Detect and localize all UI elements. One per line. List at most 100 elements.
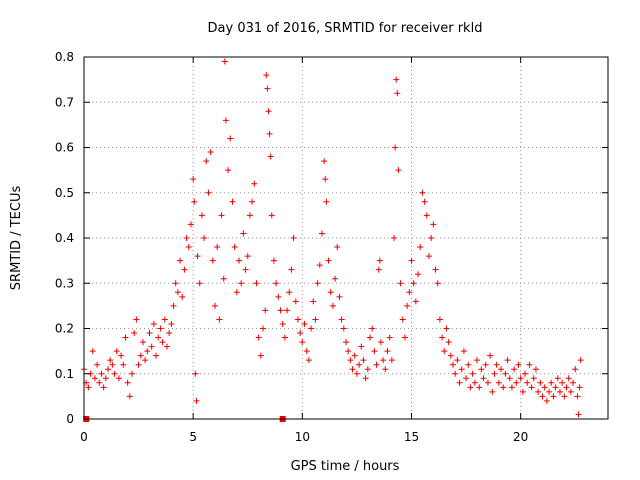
data-point <box>345 348 352 355</box>
plus-marker <box>221 58 228 65</box>
plus-marker <box>406 289 413 296</box>
plus-marker <box>255 334 262 341</box>
plus-marker <box>575 411 582 418</box>
y-tick-label: 0.1 <box>55 367 74 381</box>
data-point <box>419 189 426 196</box>
data-point <box>467 384 474 391</box>
data-point <box>369 325 376 332</box>
plus-marker <box>312 316 319 323</box>
plus-marker <box>334 244 341 251</box>
plus-marker <box>222 117 229 124</box>
data-point <box>214 244 221 251</box>
plus-marker <box>281 334 288 341</box>
plus-marker <box>203 158 210 165</box>
plus-marker <box>524 379 531 386</box>
plus-marker <box>474 357 480 364</box>
data-point <box>397 280 404 287</box>
plus-marker <box>559 379 566 386</box>
y-tick-label: 0.4 <box>55 231 74 245</box>
plus-marker <box>445 339 452 346</box>
plus-marker <box>284 307 291 314</box>
plus-marker <box>198 212 205 219</box>
plus-marker <box>316 262 323 269</box>
plus-marker <box>369 325 376 332</box>
plus-marker <box>257 352 264 359</box>
plus-marker <box>476 384 483 391</box>
data-point <box>297 330 304 337</box>
plus-marker <box>362 375 369 382</box>
data-point <box>163 343 170 350</box>
data-point <box>428 235 435 241</box>
plus-marker <box>432 266 439 273</box>
data-point <box>391 235 398 241</box>
plus-marker <box>166 330 173 337</box>
data-point <box>502 370 509 377</box>
plus-marker <box>417 244 424 251</box>
plus-marker <box>183 235 190 241</box>
plus-marker <box>191 198 198 205</box>
data-point <box>561 393 568 400</box>
data-point <box>142 357 149 364</box>
plus-marker <box>305 357 312 364</box>
data-point <box>267 153 274 160</box>
plus-marker <box>382 366 389 373</box>
plus-marker <box>430 221 437 228</box>
plus-marker <box>570 379 577 386</box>
data-point <box>194 253 201 260</box>
data-point <box>528 384 535 391</box>
x-tick-label: 15 <box>404 430 419 444</box>
plus-marker <box>358 343 365 350</box>
data-point <box>251 180 258 187</box>
data-point <box>478 366 485 373</box>
plus-marker <box>263 72 270 79</box>
plus-marker <box>308 325 315 332</box>
data-point <box>201 235 208 241</box>
plus-marker <box>336 293 343 300</box>
plus-marker <box>498 366 505 373</box>
data-point <box>115 375 122 382</box>
data-point <box>401 334 408 341</box>
data-point <box>257 352 264 359</box>
data-point <box>209 257 216 264</box>
data-point <box>415 271 422 278</box>
plus-marker <box>301 320 308 327</box>
data-point <box>532 366 539 373</box>
plus-marker <box>321 158 328 165</box>
plus-marker <box>367 334 374 341</box>
data-point <box>404 302 411 309</box>
data-point <box>236 257 243 264</box>
plus-marker <box>373 361 380 368</box>
data-point <box>133 316 140 323</box>
data-point <box>100 384 107 391</box>
data-point <box>384 348 391 355</box>
plus-marker <box>242 266 249 273</box>
data-point <box>292 298 299 305</box>
plus-marker <box>452 370 459 377</box>
plus-marker <box>109 361 116 368</box>
plus-marker <box>303 348 310 355</box>
data-point <box>191 198 198 205</box>
data-point <box>122 334 129 341</box>
plus-marker <box>209 257 216 264</box>
chart-title: Day 031 of 2016, SRMTID for receiver rkl… <box>208 21 483 36</box>
data-point <box>281 334 288 341</box>
data-point <box>265 108 272 115</box>
plus-marker <box>567 388 574 395</box>
plus-marker <box>135 361 142 368</box>
data-point <box>463 375 470 382</box>
plus-marker <box>297 330 304 337</box>
plus-marker <box>251 180 258 187</box>
data-point <box>205 189 212 196</box>
plus-marker <box>351 352 358 359</box>
plus-marker <box>205 189 212 196</box>
data-point <box>519 388 526 395</box>
plus-marker <box>310 298 317 305</box>
plus-marker <box>441 348 448 355</box>
plus-marker <box>238 280 245 287</box>
data-point <box>373 361 380 368</box>
plus-marker <box>144 348 151 355</box>
plus-marker <box>157 325 164 332</box>
data-point <box>371 348 378 355</box>
data-point <box>430 221 437 228</box>
